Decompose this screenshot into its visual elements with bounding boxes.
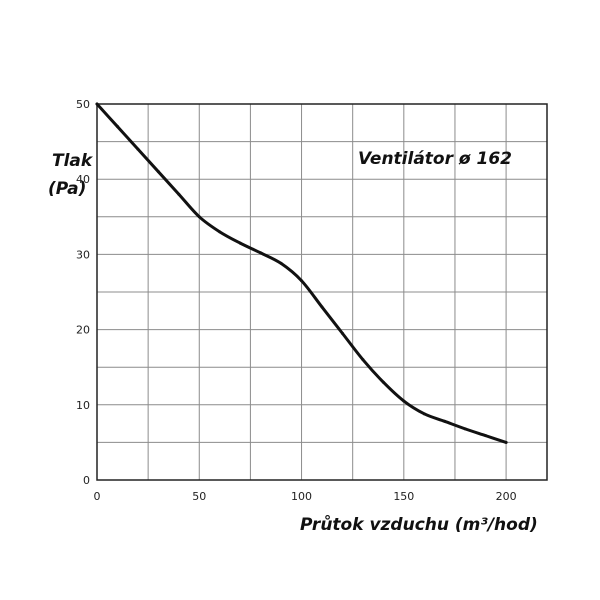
- x-tick-label: 0: [94, 490, 101, 503]
- curve-point: [484, 434, 488, 438]
- curve-point: [95, 102, 99, 106]
- curve-point: [218, 230, 222, 234]
- curve-point: [361, 358, 365, 362]
- curve-point: [238, 241, 242, 245]
- x-tick-label: 200: [496, 490, 517, 503]
- y-axis-title-line1: Tlak: [52, 151, 94, 171]
- curve-point: [115, 125, 119, 129]
- curve-point: [197, 215, 201, 219]
- y-tick-label: 10: [76, 399, 90, 412]
- curve-point: [259, 251, 263, 255]
- curve-point: [422, 412, 426, 416]
- x-axis-ticks: 0 50 100 150 200: [94, 490, 517, 503]
- curve-point: [177, 192, 181, 196]
- curve-point: [320, 305, 324, 309]
- y-tick-label: 50: [76, 98, 90, 111]
- curve-point: [300, 279, 304, 283]
- curve-point: [340, 331, 344, 335]
- plot-area-border: [96, 103, 548, 481]
- y-tick-label: 40: [76, 173, 90, 186]
- grid-lines: [97, 104, 547, 480]
- curve-point: [136, 147, 140, 151]
- curve-point: [402, 399, 406, 403]
- x-axis-title: Průtok vzduchu (m³/hod): [300, 514, 538, 535]
- x-tick-label: 150: [393, 490, 414, 503]
- curve-point: [463, 427, 467, 431]
- x-tick-label: 50: [192, 490, 206, 503]
- curve-points: [95, 102, 508, 444]
- curve-point: [381, 380, 385, 384]
- y-tick-label: 30: [76, 248, 90, 261]
- x-tick-label: 100: [291, 490, 312, 503]
- curve-point: [156, 170, 160, 174]
- curve-point: [443, 419, 447, 423]
- chart-title: Ventilátor ø 162: [358, 149, 512, 169]
- y-axis-ticks: 0 10 20 30 40 50: [76, 98, 90, 487]
- curve-point: [504, 440, 508, 444]
- y-axis-title-line2: (Pa): [48, 179, 86, 199]
- curve-point: [279, 261, 283, 265]
- y-tick-label: 20: [76, 324, 90, 337]
- y-tick-label: 0: [83, 474, 90, 487]
